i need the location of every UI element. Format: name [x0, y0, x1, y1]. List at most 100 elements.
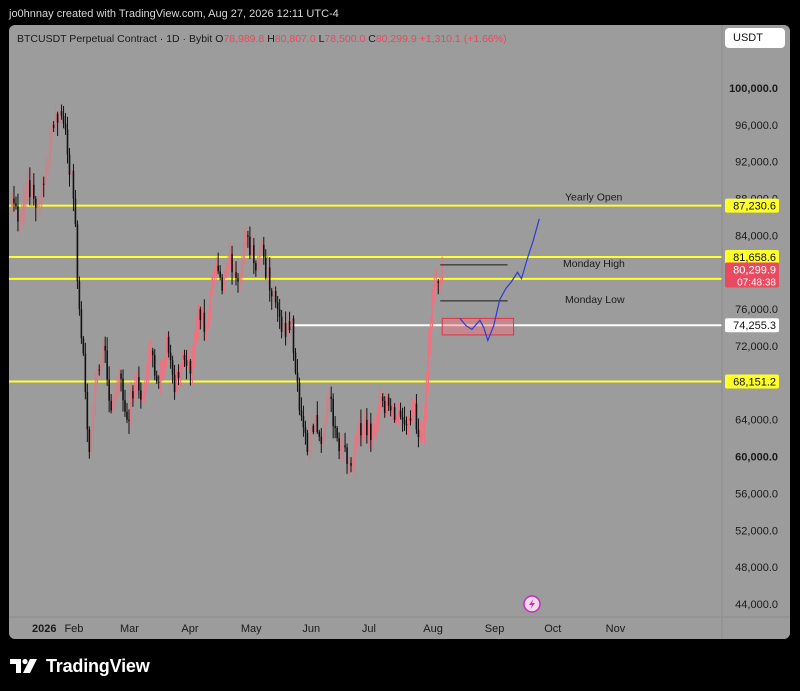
candle: [332, 393, 334, 439]
candle: [90, 426, 93, 459]
candle: [310, 413, 313, 459]
candle: [239, 271, 241, 291]
candle: [102, 338, 104, 368]
candle: [13, 185, 15, 212]
candle: [177, 364, 180, 386]
candle: [320, 428, 323, 454]
candle: [288, 311, 291, 334]
brand-name: TradingView: [46, 655, 150, 676]
price-badge: [725, 262, 779, 288]
candle: [421, 422, 424, 443]
candle: [86, 383, 89, 443]
candle: [155, 370, 158, 384]
candle: [110, 394, 112, 414]
candle: [209, 288, 212, 323]
candle: [247, 230, 249, 248]
candle: [358, 417, 360, 446]
candle: [251, 234, 253, 258]
candle: [326, 394, 329, 426]
candle: [366, 408, 368, 444]
candle: [21, 203, 23, 225]
candle: [379, 389, 382, 413]
candle: [72, 163, 75, 212]
candle: [80, 301, 83, 344]
candle: [52, 120, 55, 132]
candle: [364, 409, 366, 440]
candle: [181, 352, 184, 369]
candle: [395, 415, 398, 424]
annotation-label-0: Monday High: [563, 258, 625, 270]
candle: [262, 236, 265, 265]
candle: [370, 412, 372, 452]
symbol-header: BTCUSDT Perpetual Contract · 1D · Bybit …: [17, 31, 507, 47]
candle: [348, 457, 350, 476]
candle: [441, 256, 444, 285]
candle: [411, 398, 414, 424]
candle: [70, 166, 73, 181]
candle: [118, 367, 120, 397]
candle: [140, 382, 142, 409]
candle: [106, 337, 108, 386]
candle: [435, 267, 438, 289]
currency-button[interactable]: USDT: [725, 28, 785, 48]
candle: [185, 350, 188, 380]
change-value: +1,310.1 (+1.66%): [419, 33, 507, 45]
y-tick-label: 48,000.0: [735, 562, 778, 574]
candle: [419, 421, 422, 444]
candle: [203, 299, 206, 341]
low-label: L: [318, 33, 325, 45]
level-badge-0: [725, 198, 779, 213]
candle: [439, 276, 442, 293]
candle: [393, 403, 396, 423]
candle: [425, 372, 428, 422]
candle: [134, 374, 136, 402]
price-badge-countdown: 07:48:38: [737, 278, 776, 289]
candle: [42, 176, 45, 198]
candle: [114, 385, 116, 410]
candle: [100, 358, 103, 381]
candle: [56, 111, 59, 137]
candle: [130, 381, 132, 427]
candle: [159, 358, 162, 395]
candle: [399, 402, 402, 420]
candle: [340, 437, 342, 461]
candle: [245, 227, 247, 250]
candle: [96, 367, 99, 392]
candle: [433, 274, 436, 305]
lightning-icon[interactable]: [523, 595, 541, 613]
candle: [211, 271, 214, 297]
candle: [183, 349, 186, 367]
candle: [78, 276, 81, 316]
candle: [286, 312, 289, 343]
x-tick-label: Apr: [181, 623, 198, 635]
candle: [169, 344, 172, 369]
x-tick-label: May: [241, 623, 262, 635]
high-value: 80,807.0: [274, 33, 316, 45]
candle: [405, 416, 408, 435]
candle: [391, 403, 394, 421]
candle: [257, 251, 259, 273]
y-tick-label: 76,000.0: [735, 304, 778, 316]
candle: [144, 379, 146, 404]
candle: [417, 418, 420, 448]
close-label: C: [368, 33, 376, 45]
candle: [27, 169, 29, 201]
candle: [38, 194, 41, 215]
candle: [29, 167, 31, 206]
candle: [375, 413, 378, 441]
candle: [128, 409, 130, 434]
candle: [136, 370, 138, 395]
candle: [352, 456, 354, 472]
candle: [88, 426, 91, 459]
candle: [193, 332, 196, 368]
candle: [344, 432, 346, 452]
candle: [82, 335, 85, 357]
candle: [231, 245, 233, 285]
candle: [397, 401, 400, 426]
candle: [300, 397, 303, 421]
x-tick-label: Feb: [64, 623, 83, 635]
x-tick-label: Nov: [606, 623, 626, 635]
candle: [227, 254, 229, 275]
candle: [151, 347, 154, 368]
